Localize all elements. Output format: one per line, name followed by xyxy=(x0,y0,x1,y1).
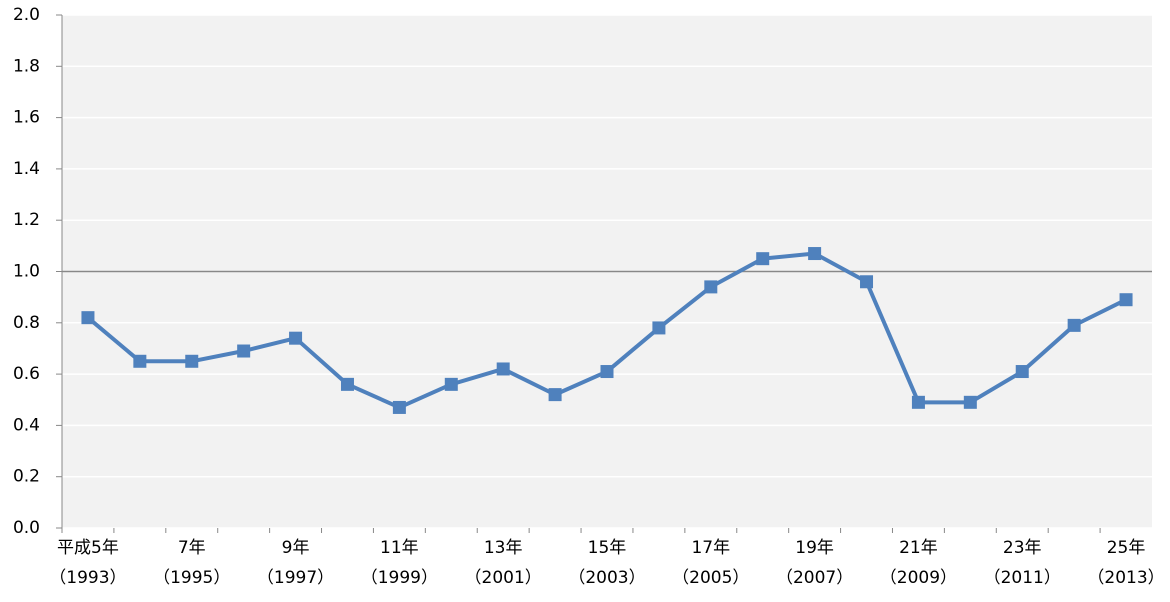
y-tick-label: 1.2 xyxy=(13,210,40,230)
x-tick-label: 11年 （1999） xyxy=(360,538,438,588)
point-marker xyxy=(496,362,510,376)
y-tick-label: 1.6 xyxy=(13,108,40,128)
point-marker xyxy=(1067,318,1081,332)
point-marker xyxy=(237,344,251,358)
point-marker xyxy=(340,377,354,391)
point-marker xyxy=(1015,365,1029,379)
point-marker xyxy=(808,247,822,261)
y-tick-label: 0.4 xyxy=(13,415,40,435)
x-tick-label: 9年 （1997） xyxy=(256,538,335,588)
x-tick-label: 21年 （2009） xyxy=(879,538,958,588)
point-marker xyxy=(911,395,925,409)
y-tick-label: 0.0 xyxy=(13,518,40,538)
point-marker xyxy=(133,354,147,368)
x-tick-label: 17年 （2005） xyxy=(672,538,750,588)
y-tick-label: 2.0 xyxy=(13,5,40,25)
point-marker xyxy=(600,365,614,379)
x-tick-label: 13年 （2001） xyxy=(464,538,542,588)
point-marker xyxy=(392,400,406,414)
x-tick-label: 25年 （2013） xyxy=(1087,538,1165,588)
y-tick-label: 0.2 xyxy=(13,467,40,487)
point-marker xyxy=(289,331,303,345)
point-marker xyxy=(756,252,770,266)
x-tick-label: 7年 （1995） xyxy=(153,538,231,588)
x-tick-label: 19年 （2007） xyxy=(775,538,854,588)
point-marker xyxy=(652,321,666,335)
point-marker xyxy=(963,395,977,409)
y-tick-label: 0.6 xyxy=(13,364,40,384)
x-tick-label: 平成5年 （1993） xyxy=(49,538,127,588)
point-marker xyxy=(548,388,562,402)
y-tick-label: 1.0 xyxy=(13,262,40,282)
x-tick-label: 23年 （2011） xyxy=(983,538,1061,588)
x-tick-label: 15年 （2003） xyxy=(568,538,646,588)
point-marker xyxy=(860,275,874,289)
y-tick-label: 1.8 xyxy=(13,56,40,76)
point-marker xyxy=(81,311,95,325)
point-marker xyxy=(185,354,199,368)
point-marker xyxy=(444,377,458,391)
y-tick-label: 0.8 xyxy=(13,313,40,333)
y-tick-label: 1.4 xyxy=(13,159,40,179)
point-marker xyxy=(1119,293,1133,307)
point-marker xyxy=(704,280,718,294)
